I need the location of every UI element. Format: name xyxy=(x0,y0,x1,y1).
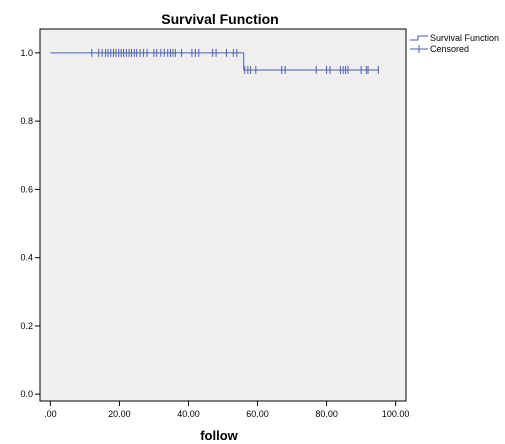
x-tick-label: 100.00 xyxy=(382,409,410,419)
y-tick-label: 1.0 xyxy=(20,48,33,58)
x-axis-title: follow xyxy=(200,428,238,443)
y-tick-label: 0.6 xyxy=(20,184,33,194)
legend-survival-swatch xyxy=(410,35,428,41)
x-tick-label: 60.00 xyxy=(246,409,269,419)
chart-title: Survival Function xyxy=(161,11,278,27)
x-tick-label: 40.00 xyxy=(177,409,200,419)
y-tick-label: 0.4 xyxy=(20,253,33,263)
x-tick-label: 20.00 xyxy=(108,409,131,419)
plot-area xyxy=(39,28,407,402)
y-tick-label: 0.2 xyxy=(20,321,33,331)
x-tick-label: 80.00 xyxy=(315,409,338,419)
y-axis: 0.0 0.2 0.4 0.6 0.8 1.0 xyxy=(20,48,40,399)
y-tick-label: 0.0 xyxy=(20,389,33,399)
legend-survival-label: Survival Function xyxy=(430,33,499,43)
legend-censored-label: Censored xyxy=(430,44,469,54)
x-tick-label: .00 xyxy=(44,409,57,419)
y-tick-label: 0.8 xyxy=(20,116,33,126)
series-layer xyxy=(50,48,379,74)
x-axis: .00 20.00 40.00 60.00 80.00 100.00 xyxy=(44,401,409,419)
